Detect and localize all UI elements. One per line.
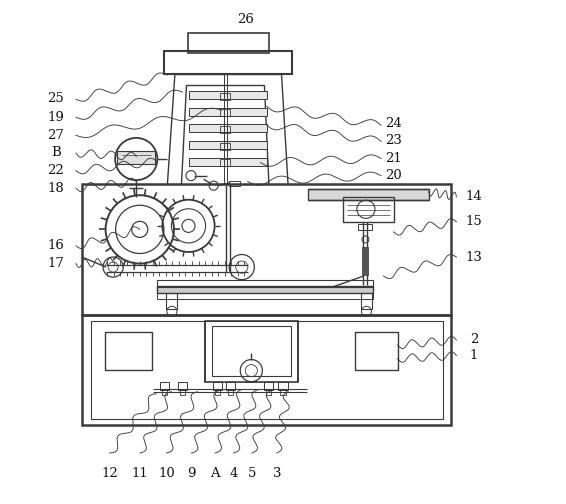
Bar [205, 322, 298, 382]
Bar [187, 33, 269, 53]
Bar [188, 91, 267, 99]
Bar [355, 333, 397, 370]
Bar [226, 382, 235, 390]
Bar [157, 286, 374, 293]
Bar [220, 143, 230, 150]
Bar [220, 93, 230, 100]
Bar [157, 293, 374, 299]
Bar [188, 158, 267, 165]
Text: 1: 1 [470, 349, 478, 362]
Bar [220, 126, 230, 133]
Text: 23: 23 [385, 134, 402, 147]
Text: 22: 22 [48, 164, 64, 177]
Bar [212, 327, 291, 375]
Bar [162, 390, 168, 395]
Bar [166, 293, 178, 309]
Text: 26: 26 [237, 13, 254, 26]
Text: 12: 12 [101, 467, 118, 480]
Bar [229, 180, 240, 185]
Bar [82, 184, 451, 315]
Text: 13: 13 [466, 250, 482, 264]
Bar [82, 315, 451, 425]
Bar [362, 247, 368, 275]
Text: 10: 10 [158, 467, 175, 480]
Bar [361, 293, 372, 309]
Text: 3: 3 [273, 467, 281, 480]
Bar [188, 108, 267, 116]
Text: 14: 14 [466, 190, 482, 203]
Bar [117, 152, 155, 164]
Text: 11: 11 [131, 467, 148, 480]
Text: 4: 4 [230, 467, 238, 480]
Bar [358, 224, 372, 230]
Text: 9: 9 [187, 467, 196, 480]
Bar [91, 322, 443, 419]
Bar [344, 197, 393, 222]
Bar [160, 382, 169, 390]
Text: 17: 17 [48, 257, 65, 270]
Text: 2: 2 [470, 334, 478, 346]
Text: 16: 16 [48, 239, 65, 253]
Bar [264, 382, 273, 390]
Bar [180, 390, 185, 395]
Bar [228, 390, 233, 395]
Text: 15: 15 [466, 215, 482, 228]
Bar [278, 382, 288, 390]
Bar [267, 390, 272, 395]
Text: 5: 5 [248, 467, 256, 480]
Text: 25: 25 [48, 92, 64, 105]
Bar [308, 189, 429, 200]
Text: A: A [211, 467, 220, 480]
Bar [164, 51, 292, 74]
Bar [105, 333, 152, 370]
Bar [220, 109, 230, 116]
Bar [213, 382, 222, 390]
Bar [188, 124, 267, 133]
Text: B: B [51, 147, 61, 159]
Text: 20: 20 [385, 169, 402, 182]
Text: 19: 19 [48, 111, 65, 124]
Bar [215, 390, 220, 395]
Text: 24: 24 [385, 117, 402, 131]
Text: 18: 18 [48, 181, 64, 195]
Bar [281, 390, 285, 395]
Bar [220, 159, 230, 166]
Bar [178, 382, 187, 390]
Text: 27: 27 [48, 129, 65, 142]
Text: 21: 21 [385, 152, 402, 164]
Bar [157, 280, 374, 287]
Bar [188, 141, 267, 149]
